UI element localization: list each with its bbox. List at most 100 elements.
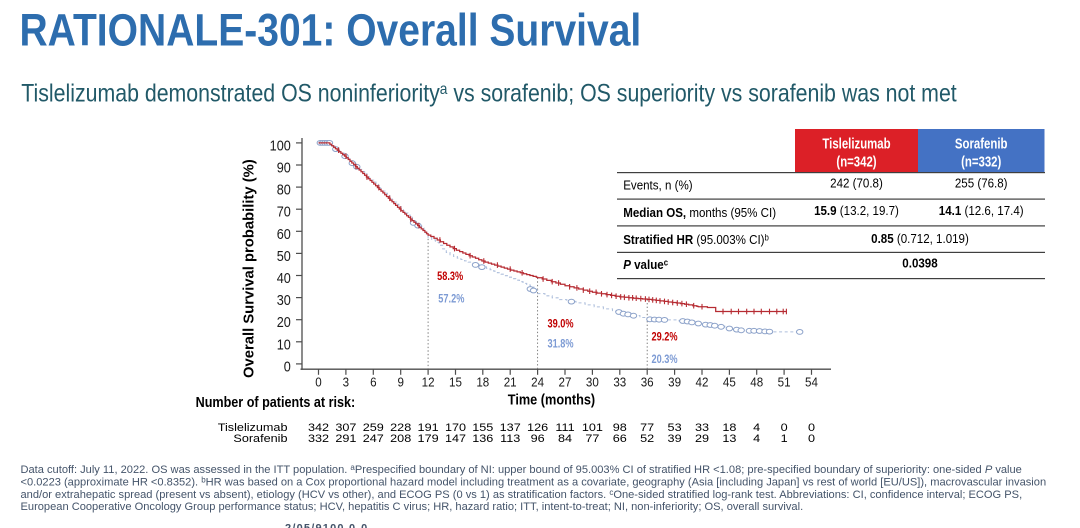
svg-text:259: 259 (363, 422, 384, 434)
svg-text:39: 39 (668, 375, 681, 390)
svg-text:155: 155 (472, 422, 494, 434)
svg-text:42: 42 (696, 375, 709, 390)
svg-text:(n=342): (n=342) (836, 153, 876, 170)
svg-text:20.3%: 20.3% (652, 354, 678, 366)
svg-text:147: 147 (445, 433, 466, 445)
svg-text:15: 15 (449, 375, 462, 390)
svg-text:30: 30 (586, 375, 599, 390)
svg-text:<0.0223 (approximate HR <0.835: <0.0223 (approximate HR <0.8352). bHR wa… (21, 476, 1047, 489)
svg-text:54: 54 (805, 375, 818, 390)
svg-text:45: 45 (723, 375, 736, 390)
svg-text:60: 60 (277, 226, 291, 242)
svg-text:Events, n (%): Events, n (%) (623, 178, 692, 193)
svg-text:10: 10 (277, 337, 291, 353)
svg-text:18: 18 (476, 375, 489, 390)
svg-text:50: 50 (277, 248, 291, 264)
svg-text:228: 228 (390, 422, 412, 434)
svg-text:179: 179 (418, 433, 439, 445)
svg-text:(n=332): (n=332) (961, 153, 1001, 170)
svg-text:70: 70 (277, 204, 291, 220)
svg-text:191: 191 (418, 422, 439, 434)
svg-text:208: 208 (390, 433, 412, 445)
svg-text:Tislelizumab: Tislelizumab (218, 422, 288, 434)
svg-text:33: 33 (613, 375, 626, 390)
svg-text:Data cutoff: July 11, 2022. OS: Data cutoff: July 11, 2022. OS was asses… (21, 463, 1022, 476)
svg-text:Tislelizumab: Tislelizumab (822, 135, 890, 152)
svg-text:12: 12 (422, 375, 435, 390)
svg-text:80: 80 (277, 182, 291, 198)
svg-text:9: 9 (397, 375, 404, 390)
svg-text:170: 170 (445, 422, 467, 434)
svg-text:Sorafenib: Sorafenib (955, 135, 1008, 152)
svg-text:P valuec: P valuec (623, 257, 668, 272)
svg-text:136: 136 (472, 433, 494, 445)
svg-text:Time (months): Time (months) (508, 392, 595, 408)
svg-text:0.0398: 0.0398 (902, 256, 937, 271)
svg-text:21: 21 (504, 375, 517, 390)
svg-text:53: 53 (668, 422, 683, 434)
svg-text:0.85 (0.712, 1.019): 0.85 (0.712, 1.019) (871, 231, 969, 246)
svg-text:137: 137 (500, 422, 521, 434)
svg-text:0: 0 (781, 422, 789, 434)
svg-text:4: 4 (753, 422, 761, 434)
svg-text:Tislelizumab demonstrated OS n: Tislelizumab demonstrated OS noninferior… (21, 79, 957, 107)
svg-text:255 (76.8): 255 (76.8) (955, 176, 1008, 191)
svg-text:27: 27 (559, 375, 572, 390)
svg-text:98: 98 (613, 422, 628, 434)
svg-text:RATIONALE-301: Overall Surviva: RATIONALE-301: Overall Survival (19, 5, 641, 55)
svg-text:52: 52 (640, 433, 654, 445)
svg-text:Number of patients at risk:: Number of patients at risk: (196, 393, 356, 410)
svg-text:342: 342 (308, 422, 329, 434)
svg-text:Median OS, months (95% CI): Median OS, months (95% CI) (623, 205, 776, 220)
svg-text:0: 0 (284, 359, 291, 375)
svg-text:0: 0 (808, 422, 816, 434)
svg-text:Sorafenib: Sorafenib (233, 433, 288, 445)
svg-text:20: 20 (277, 314, 291, 330)
svg-text:332: 332 (308, 433, 329, 445)
svg-text:77: 77 (585, 433, 599, 445)
svg-text:30: 30 (277, 292, 291, 308)
svg-text:Stratified HR (95.003% CI)b: Stratified HR (95.003% CI)b (623, 232, 769, 247)
svg-text:39: 39 (668, 433, 682, 445)
svg-text:24: 24 (531, 375, 544, 390)
svg-text:113: 113 (500, 433, 521, 445)
svg-text:90: 90 (277, 160, 291, 176)
svg-text:29: 29 (695, 433, 709, 445)
svg-text:100: 100 (270, 138, 291, 154)
svg-text:77: 77 (640, 422, 654, 434)
svg-text:3: 3 (343, 375, 350, 390)
svg-text:307: 307 (335, 422, 356, 434)
svg-text:4: 4 (753, 433, 761, 445)
svg-text:0: 0 (315, 375, 322, 390)
svg-text:58.3%: 58.3% (437, 271, 463, 283)
svg-text:29.2%: 29.2% (652, 331, 678, 343)
svg-text:1: 1 (781, 433, 788, 445)
svg-text:18: 18 (722, 422, 737, 434)
svg-text:31.8%: 31.8% (548, 338, 574, 350)
svg-text:13: 13 (722, 433, 737, 445)
svg-text:291: 291 (335, 433, 356, 445)
svg-text:33: 33 (695, 422, 710, 434)
svg-text:39.0%: 39.0% (548, 318, 574, 330)
svg-text:96: 96 (531, 433, 546, 445)
svg-text:and/or extrahepatic spread (pr: and/or extrahepatic spread (present vs a… (21, 488, 1023, 501)
svg-text:57.2%: 57.2% (438, 294, 464, 306)
svg-text:84: 84 (558, 433, 573, 445)
svg-text:111: 111 (555, 422, 574, 434)
svg-text:2/05/9100 0-0: 2/05/9100 0-0 (285, 523, 369, 528)
svg-text:48: 48 (750, 375, 763, 390)
svg-text:40: 40 (277, 270, 291, 286)
svg-text:126: 126 (527, 422, 549, 434)
svg-text:15.9 (13.2, 19.7): 15.9 (13.2, 19.7) (814, 203, 899, 218)
svg-text:66: 66 (613, 433, 628, 445)
svg-text:European Cooperative Oncology: European Cooperative Oncology Group perf… (21, 501, 804, 513)
svg-text:Overall Survival probability (: Overall Survival probability (%) (242, 159, 258, 378)
svg-text:36: 36 (641, 375, 654, 390)
svg-text:242 (70.8): 242 (70.8) (830, 176, 883, 191)
svg-text:14.1 (12.6, 17.4): 14.1 (12.6, 17.4) (939, 203, 1024, 218)
svg-text:51: 51 (778, 375, 791, 390)
svg-text:247: 247 (363, 433, 384, 445)
svg-text:0: 0 (808, 433, 816, 445)
svg-text:101: 101 (582, 422, 603, 434)
svg-text:6: 6 (370, 375, 377, 390)
